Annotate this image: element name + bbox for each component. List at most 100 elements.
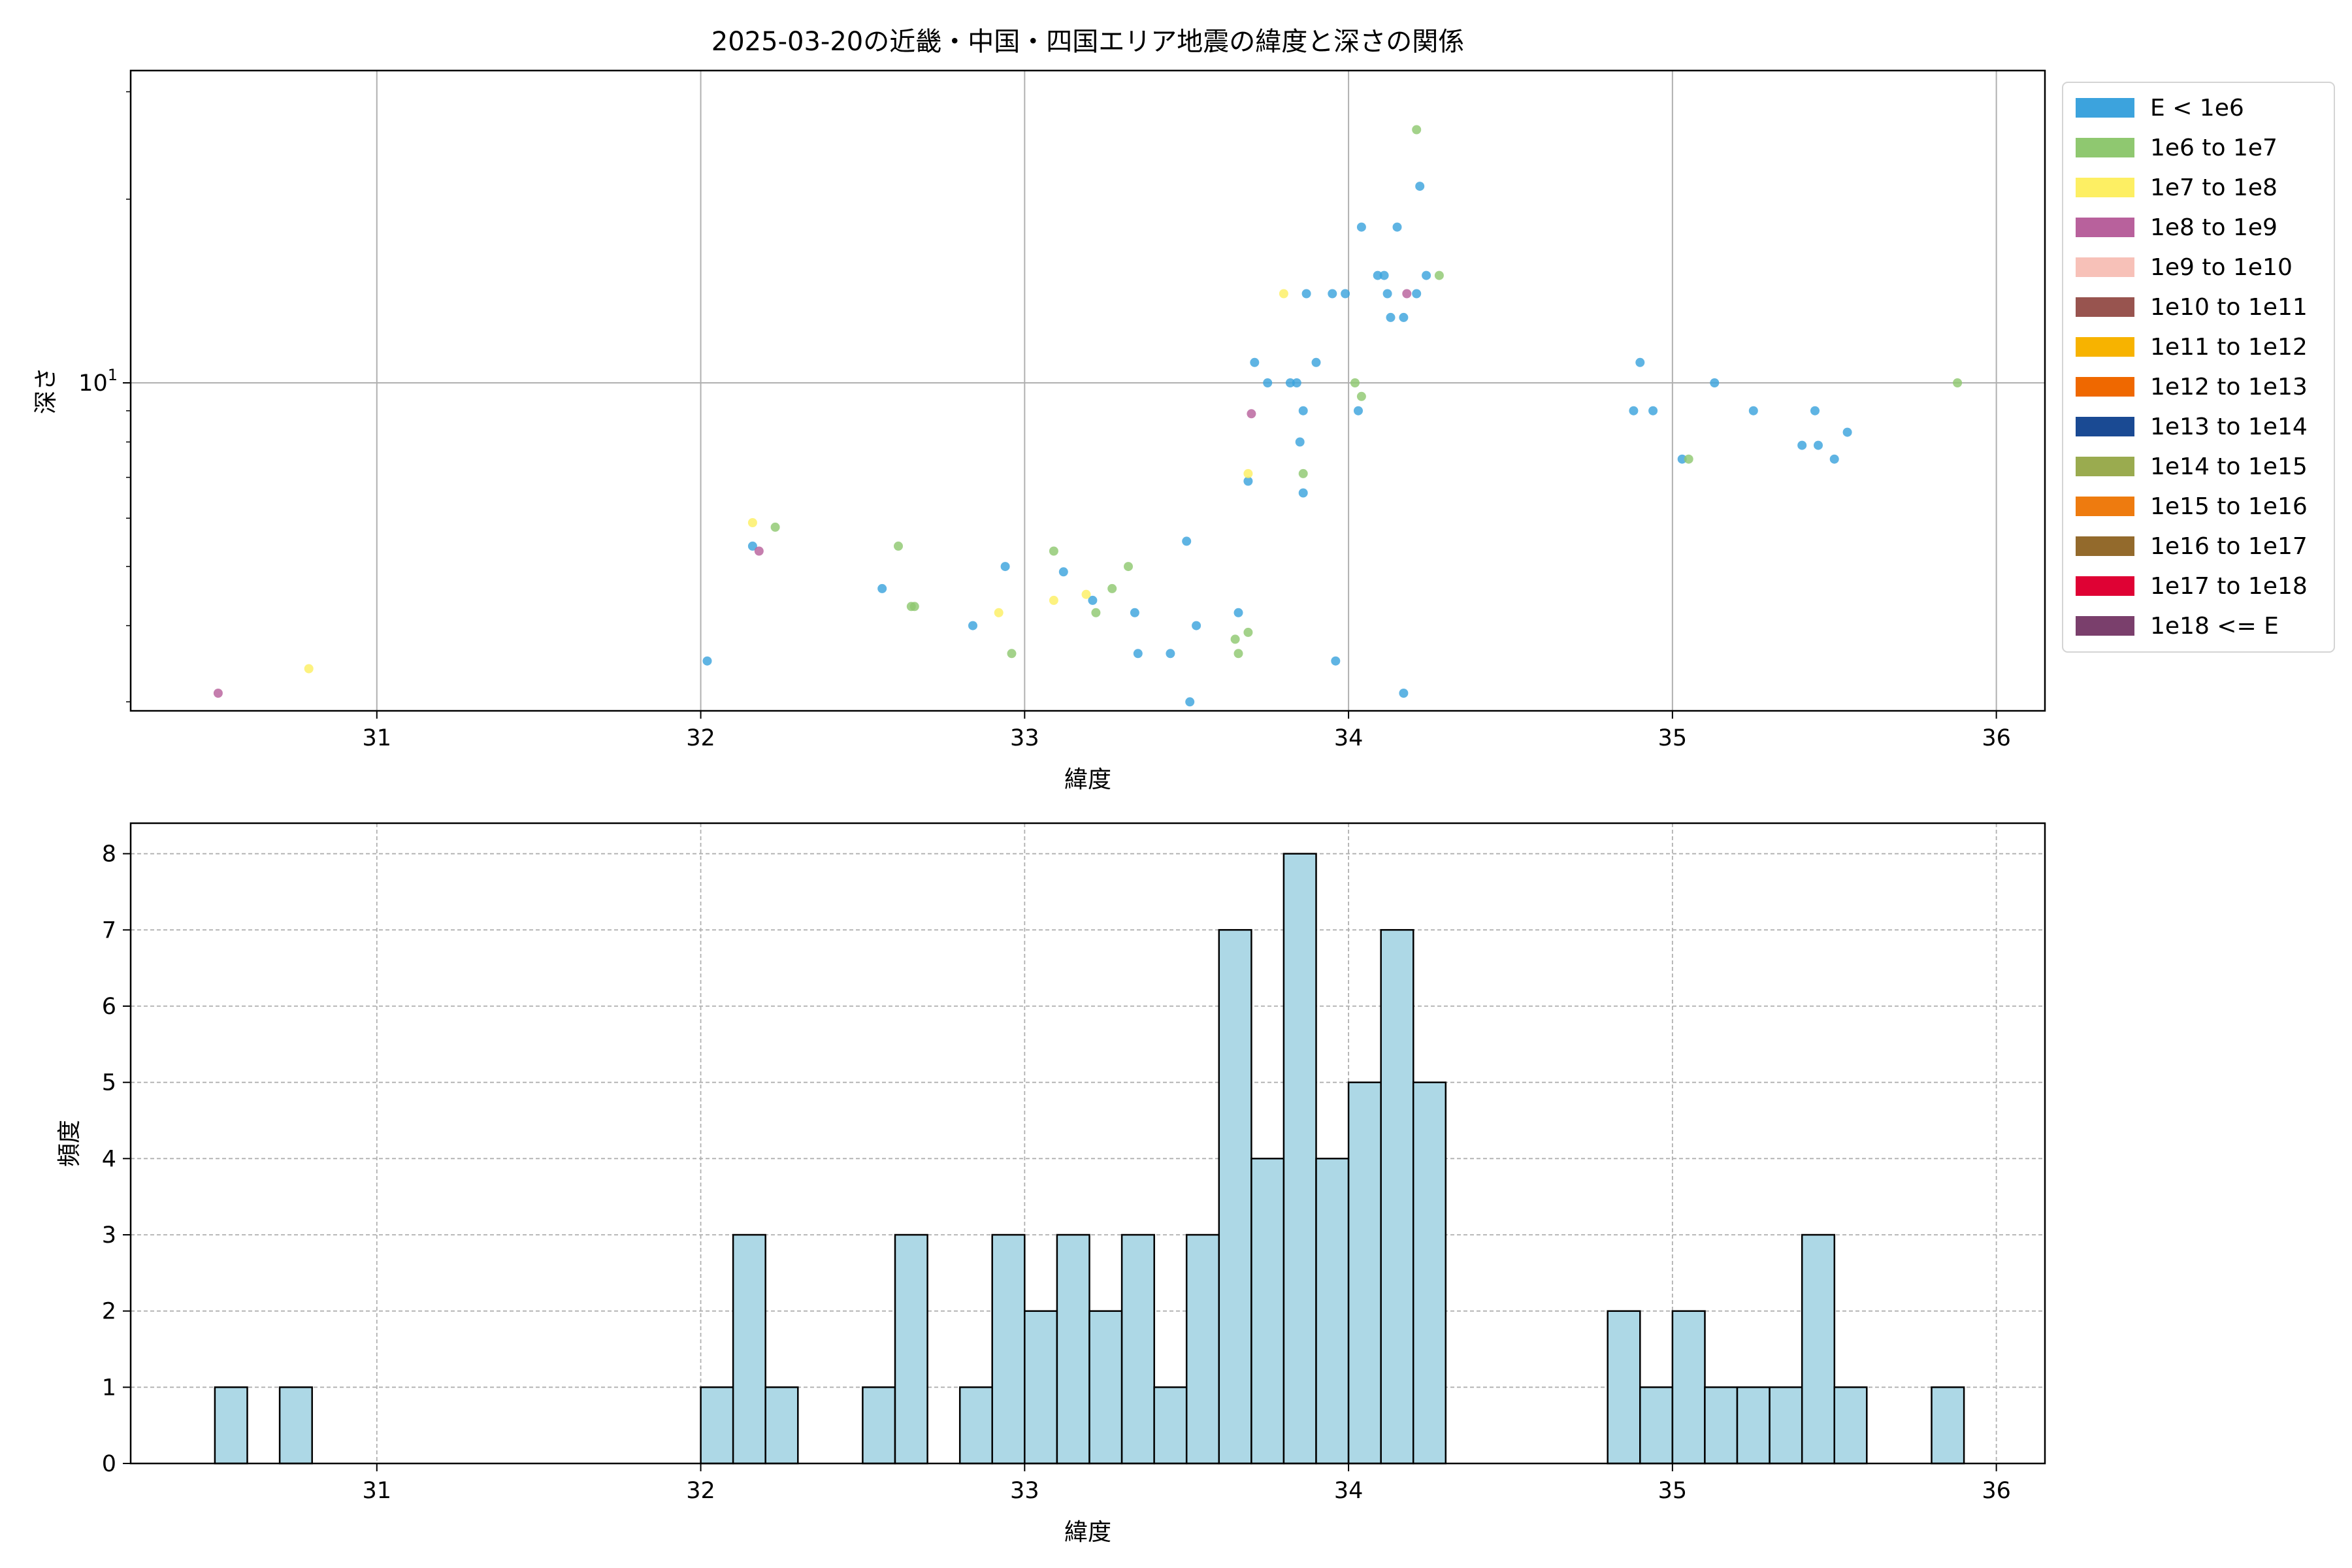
scatter-point-s0-13 [1233,608,1243,617]
histogram-bar-25 [1704,1386,1739,1465]
scatter-point-s0-48 [1829,454,1839,464]
scatter-point-s3-0 [213,689,223,698]
scatter-x-tick-label-36: 36 [1982,725,2011,751]
histogram-bar-3 [732,1233,766,1465]
legend-swatch-5 [2076,297,2134,317]
scatter-point-s1-4 [1007,649,1017,659]
histogram-x-ticks: 31 32 33 34 35 36 [363,1463,2011,1504]
histogram-x-tick-label-31: 31 [363,1478,392,1504]
scatter-point-s0-21 [1298,488,1308,498]
scatter-point-s2-1 [747,518,757,527]
histogram-bar-11 [1088,1310,1123,1465]
scatter-point-s0-49 [1842,427,1852,437]
scatter-point-s3-1 [754,546,764,556]
histogram-bar-2 [700,1386,734,1465]
scatter-point-s0-36 [1412,289,1422,299]
histogram-bar-24 [1671,1310,1706,1465]
legend-swatch-1 [2076,138,2134,157]
legend-swatch-12 [2076,576,2134,596]
histogram-bar-13 [1153,1386,1188,1465]
histogram-bar-0 [214,1386,248,1465]
histogram-bar-18 [1315,1158,1350,1465]
scatter-point-s0-33 [1392,222,1402,232]
scatter-point-s1-7 [1107,583,1117,593]
scatter-point-s0-17 [1285,378,1295,387]
scatter-point-s0-45 [1797,440,1807,450]
histogram-y-tick-label-0: 0 [102,1451,116,1477]
histogram-bar-17 [1282,853,1317,1465]
scatter-point-s0-24 [1328,289,1337,299]
legend-label-1: 1e6 to 1e7 [2150,135,2278,161]
scatter-point-s1-12 [1298,468,1308,478]
histogram-bar-22 [1607,1310,1641,1465]
scatter-point-s1-1 [894,541,903,551]
scatter-point-s0-37 [1415,182,1425,191]
legend-label-8: 1e13 to 1e14 [2150,414,2308,440]
scatter-y-ticks: 101 [78,91,131,703]
scatter-point-s0-15 [1250,357,1260,367]
histogram-y-tick-label-7: 7 [102,917,116,943]
scatter-point-s1-11 [1243,627,1253,637]
scatter-point-s0-43 [1710,378,1720,387]
scatter-x-ticks: 31 32 33 34 35 36 [363,711,2011,751]
scatter-point-s2-4 [1081,589,1091,599]
legend: E < 1e6 1e6 to 1e7 1e7 to 1e8 1e8 to 1e9 1e9… [2062,82,2335,653]
scatter-point-s0-6 [1088,595,1098,605]
scatter-point-s0-30 [1379,270,1389,280]
scatter-point-s0-7 [1130,608,1139,617]
scatter-point-s1-9 [1230,634,1240,644]
scatter-point-s0-22 [1301,289,1311,299]
histogram-bar-10 [1056,1233,1090,1465]
scatter-point-s0-34 [1399,689,1409,698]
histogram-bar-9 [1024,1310,1058,1465]
scatter-point-s0-0 [702,656,712,666]
scatter-point-s0-5 [1058,567,1068,577]
legend-swatch-7 [2076,377,2134,397]
histogram-y-tick-label-1: 1 [102,1375,116,1401]
scatter-point-s0-14 [1243,476,1253,486]
scatter-point-s0-26 [1341,289,1350,299]
scatter-point-s0-46 [1810,406,1820,416]
scatter-point-s0-3 [968,621,977,630]
histogram-bar-8 [991,1233,1026,1465]
histogram-bar-23 [1639,1386,1674,1465]
scatter-point-s1-18 [1953,378,1963,387]
scatter-point-s3-2 [1247,409,1256,419]
scatter-point-s0-9 [1166,649,1175,659]
histogram-bar-26 [1736,1386,1771,1465]
histogram-bar-1 [278,1386,313,1465]
scatter-point-s0-23 [1311,357,1321,367]
histogram-bar-4 [764,1386,799,1465]
histogram-x-tick-label-32: 32 [686,1478,715,1504]
legend-swatch-6 [2076,337,2134,357]
scatter-x-axis-label: 緯度 [1064,766,1111,793]
scatter-point-s0-11 [1185,697,1195,707]
scatter-point-s1-6 [1091,608,1101,617]
scatter-point-s0-4 [1000,562,1010,572]
legend-label-4: 1e9 to 1e10 [2150,254,2293,281]
legend-frame [2062,82,2335,653]
scatter-point-s0-47 [1814,440,1823,450]
legend-swatch-4 [2076,257,2134,277]
scatter-point-s1-8 [1124,562,1133,572]
scatter-point-s0-18 [1292,378,1301,387]
histogram-bar-16 [1250,1158,1285,1465]
histogram-bar-15 [1218,929,1252,1465]
scatter-points [213,125,1963,707]
scatter-point-s1-5 [1049,546,1058,556]
histogram-y-tick-label-6: 6 [102,994,116,1020]
histogram-y-axis-label: 頻度 [56,1120,83,1167]
legend-label-7: 1e12 to 1e13 [2150,374,2308,400]
scatter-point-s2-2 [994,608,1004,617]
scatter-point-s0-20 [1298,406,1308,416]
histogram-bar-28 [1801,1233,1836,1465]
scatter-point-s0-2 [877,583,887,593]
scatter-point-s0-28 [1356,222,1366,232]
scatter-x-tick-label-33: 33 [1010,725,1039,751]
scatter-point-s2-3 [1049,595,1058,605]
histogram-x-tick-label-33: 33 [1010,1478,1039,1504]
histogram-y-tick-label-2: 2 [102,1299,116,1325]
scatter-point-s2-6 [1279,289,1288,299]
scatter-point-s0-29 [1373,270,1382,280]
